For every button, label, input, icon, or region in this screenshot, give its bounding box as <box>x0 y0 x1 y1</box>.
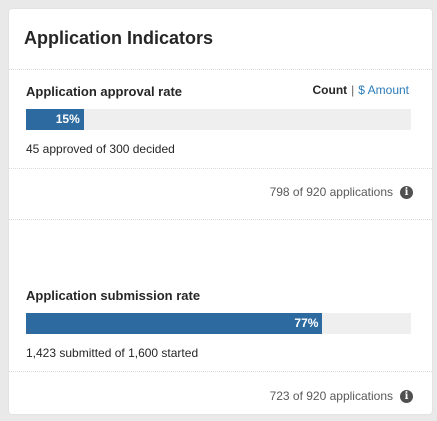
title-divider <box>9 69 432 70</box>
application-indicators-panel: Application Indicators Application appro… <box>8 8 433 415</box>
submission-rate-bar: 77% <box>26 313 411 334</box>
amount-toggle-link[interactable]: $ Amount <box>358 83 409 97</box>
approval-rate-percent: 15% <box>55 112 80 126</box>
submission-applications-text: 723 of 920 applications <box>269 389 393 403</box>
approval-rate-label: Application approval rate <box>26 84 183 99</box>
approval-rate-bar: 15% <box>26 109 411 130</box>
count-toggle-option[interactable]: Count <box>312 83 348 97</box>
submission-rate-percent: 77% <box>294 316 319 330</box>
toggle-separator: | <box>351 83 355 97</box>
submission-rate-label: Application submission rate <box>26 288 201 303</box>
panel-title: Application Indicators <box>24 28 214 48</box>
count-amount-toggle: Count | $ Amount <box>313 83 409 97</box>
approval-rate-bar-fill: 15% <box>26 109 84 130</box>
info-icon[interactable]: i <box>400 389 413 403</box>
section-divider <box>9 219 432 220</box>
approval-detail-divider <box>9 168 432 169</box>
submission-rate-detail: 1,423 submitted of 1,600 started <box>26 346 199 360</box>
submission-detail-divider <box>9 371 432 372</box>
submission-applications-count: 723 of 920 applications i <box>270 389 413 403</box>
approval-applications-count: 798 of 920 applications i <box>270 185 413 199</box>
submission-rate-bar-fill: 77% <box>26 313 323 334</box>
approval-rate-detail: 45 approved of 300 decided <box>26 142 175 156</box>
info-icon[interactable]: i <box>400 185 413 199</box>
approval-applications-text: 798 of 920 applications <box>269 185 393 199</box>
